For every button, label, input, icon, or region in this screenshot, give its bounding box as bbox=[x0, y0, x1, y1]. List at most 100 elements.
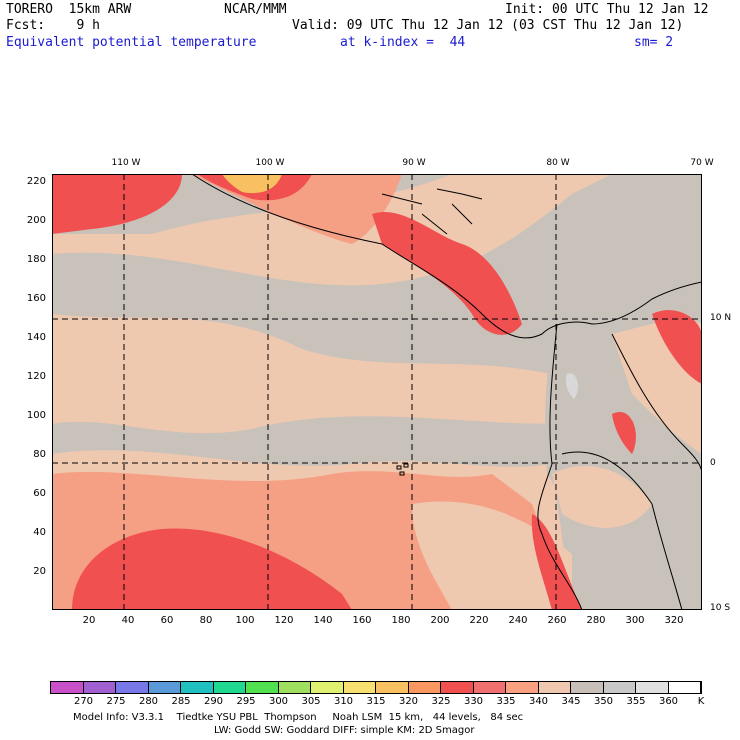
colorbar-swatch bbox=[668, 682, 701, 693]
valid-time: Valid: 09 UTC Thu 12 Jan 12 (03 CST Thu … bbox=[292, 18, 684, 33]
colorbar-label: 355 bbox=[626, 696, 646, 707]
colorbar-label: 280 bbox=[138, 696, 159, 707]
lon-label-100w: 100 W bbox=[255, 158, 285, 168]
y-tick: 160 bbox=[26, 293, 46, 304]
colorbar-label: 345 bbox=[561, 696, 581, 707]
colorbar-label: 305 bbox=[301, 696, 321, 707]
y-tick: 200 bbox=[26, 215, 46, 226]
smoothing-label: sm= 2 bbox=[634, 35, 674, 50]
theta-e-mexico-warm bbox=[222, 174, 282, 194]
map-frame bbox=[52, 174, 702, 610]
colorbar-label: 330 bbox=[463, 696, 484, 707]
country-borders-sa bbox=[561, 333, 702, 610]
colorbar-label: 325 bbox=[431, 696, 451, 707]
forecast-hour: Fcst: 9 h bbox=[6, 18, 100, 33]
theta-e-lake-patch bbox=[565, 373, 578, 399]
colorbar-swatch bbox=[148, 682, 181, 693]
x-tick: 40 bbox=[121, 615, 135, 626]
colorbar-label: 320 bbox=[398, 696, 419, 707]
x-tick: 20 bbox=[82, 615, 96, 626]
lat-label-10s: 10 S bbox=[710, 603, 731, 613]
y-tick: 120 bbox=[26, 371, 46, 382]
x-tick: 120 bbox=[274, 615, 294, 626]
lat-label-equator: 0 bbox=[710, 458, 716, 468]
y-tick: 100 bbox=[26, 410, 46, 421]
colorbar-swatch bbox=[116, 682, 149, 693]
colorbar-label: 285 bbox=[171, 696, 191, 707]
colorbar-swatch bbox=[636, 682, 669, 693]
lat-label-10n: 10 N bbox=[710, 313, 732, 323]
colorbar-label: 300 bbox=[268, 696, 289, 707]
level-label: at k-index = 44 bbox=[340, 35, 466, 50]
y-tick: 20 bbox=[33, 566, 46, 577]
coastline-sa-west bbox=[537, 323, 583, 610]
theta-e-red-pool bbox=[72, 528, 352, 610]
colorbar-swatch bbox=[181, 682, 214, 693]
colorbar-label: 275 bbox=[106, 696, 126, 707]
colorbar-swatch bbox=[246, 682, 279, 693]
x-tick: 140 bbox=[313, 615, 333, 626]
colorbar-swatch bbox=[603, 682, 636, 693]
center-label: NCAR/MMM bbox=[224, 2, 287, 17]
colorbar-swatch bbox=[311, 682, 344, 693]
x-tick: 320 bbox=[664, 615, 684, 626]
colorbar-frame bbox=[50, 681, 702, 694]
x-tick: 60 bbox=[160, 615, 174, 626]
colorbar-swatch bbox=[473, 682, 506, 693]
x-tick: 220 bbox=[469, 615, 489, 626]
colorbar-swatch bbox=[376, 682, 409, 693]
colorbar-swatch bbox=[83, 682, 116, 693]
colorbar-label: 335 bbox=[496, 696, 516, 707]
x-tick: 240 bbox=[508, 615, 528, 626]
y-tick: 40 bbox=[33, 527, 46, 538]
theta-e-map bbox=[52, 174, 702, 610]
theta-e-nw-red bbox=[52, 174, 182, 234]
colorbar-swatch bbox=[51, 682, 84, 693]
theta-e-sa-red bbox=[652, 310, 702, 384]
colorbar-label: 290 bbox=[203, 696, 224, 707]
y-tick: 180 bbox=[26, 254, 46, 265]
colorbar-label: 270 bbox=[73, 696, 94, 707]
colorbar-label: 315 bbox=[366, 696, 386, 707]
colorbar-label: 295 bbox=[236, 696, 256, 707]
y-tick: 140 bbox=[26, 332, 46, 343]
colorbar-swatch bbox=[441, 682, 474, 693]
border-lines bbox=[381, 188, 483, 235]
y-tick: 80 bbox=[33, 449, 46, 460]
model-info: Model Info: V3.3.1 Tiedtke YSU PBL Thomp… bbox=[73, 712, 524, 723]
x-tick: 100 bbox=[235, 615, 255, 626]
colorbar-label: 340 bbox=[528, 696, 549, 707]
theta-e-tan-patch bbox=[412, 501, 572, 610]
coastline-north bbox=[191, 174, 702, 339]
x-tick: 160 bbox=[352, 615, 372, 626]
init-time: Init: 00 UTC Thu 12 Jan 12 bbox=[505, 2, 709, 17]
colorbar-swatch bbox=[538, 682, 571, 693]
x-tick: 80 bbox=[199, 615, 213, 626]
colorbar-label: 350 bbox=[593, 696, 614, 707]
colorbar-label: 360 bbox=[658, 696, 679, 707]
model-title: TORERO 15km ARW bbox=[6, 2, 132, 17]
field-name: Equivalent potential temperature bbox=[6, 35, 257, 50]
galapagos-islands bbox=[396, 463, 409, 476]
colorbar-unit: K bbox=[697, 696, 705, 707]
theta-e-sa-tan-south bbox=[552, 465, 652, 528]
theta-e-central-america bbox=[372, 211, 522, 335]
lon-label-70w: 70 W bbox=[690, 158, 714, 168]
colorbar-swatch bbox=[408, 682, 441, 693]
graticule bbox=[52, 174, 702, 610]
y-tick: 60 bbox=[33, 488, 46, 499]
x-tick: 180 bbox=[391, 615, 411, 626]
theta-e-tan-band bbox=[52, 314, 552, 434]
x-tick: 260 bbox=[547, 615, 567, 626]
x-tick: 200 bbox=[430, 615, 450, 626]
colorbar-swatch bbox=[278, 682, 311, 693]
x-tick: 300 bbox=[625, 615, 645, 626]
lon-label-110w: 110 W bbox=[111, 158, 141, 168]
colorbar-swatch bbox=[571, 682, 604, 693]
x-tick: 280 bbox=[586, 615, 606, 626]
colorbar-label: 310 bbox=[333, 696, 354, 707]
colorbar-swatch bbox=[343, 682, 376, 693]
colorbar-swatch bbox=[506, 682, 539, 693]
lon-label-80w: 80 W bbox=[546, 158, 570, 168]
map-canvas bbox=[52, 174, 702, 610]
